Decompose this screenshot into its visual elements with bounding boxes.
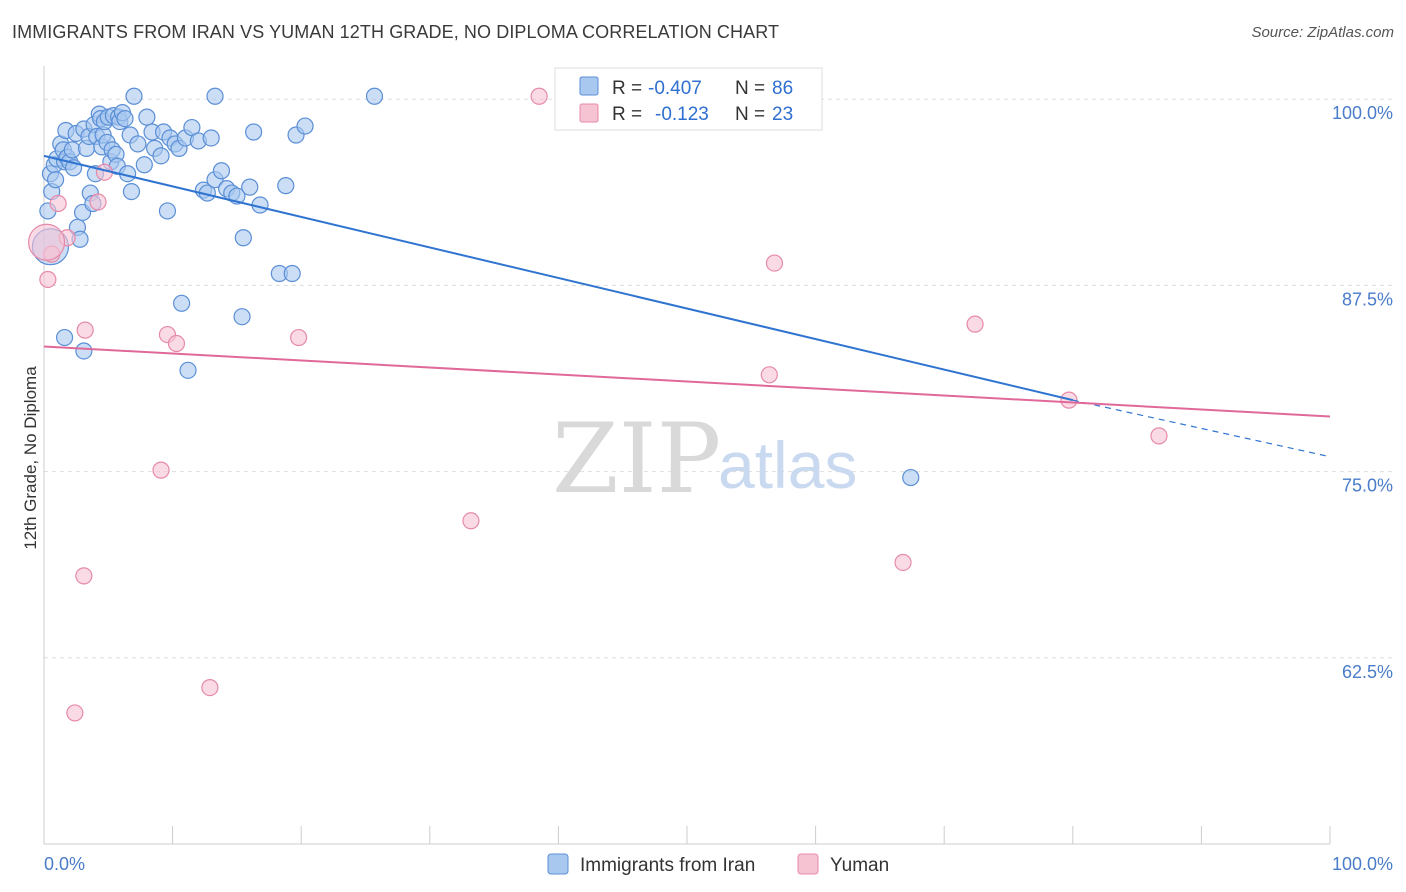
iran-point: [122, 182, 141, 201]
iran-point: [63, 141, 81, 159]
bottom-legend: Immigrants from Iran Yuman: [547, 853, 889, 876]
y-tick-label: 75.0%: [1342, 476, 1393, 496]
yuman-point: [76, 321, 94, 339]
iran-point: [283, 264, 301, 283]
legend-r-value-2: -0.123: [655, 104, 709, 125]
yuman-point: [152, 461, 170, 479]
iran-point: [202, 129, 220, 147]
y-tick-label: 100.0%: [1332, 103, 1393, 123]
bottom-legend-swatch-iran: [547, 853, 569, 875]
iran-point: [75, 342, 93, 360]
y-axis-label: 12th Grade, No Diploma: [21, 366, 40, 550]
iran-point: [116, 110, 134, 128]
yuman-point: [966, 315, 984, 333]
yuman-point: [462, 512, 480, 530]
bottom-legend-label-yuman: Yuman: [830, 855, 889, 876]
iran-point: [158, 202, 177, 220]
iran-point: [365, 87, 384, 105]
watermark: ZIP atlas: [552, 403, 857, 515]
iran-point: [241, 178, 259, 196]
source-label: Source: ZipAtlas.com: [1251, 24, 1394, 41]
iran-point: [902, 468, 920, 487]
bottom-legend-label-iran: Immigrants from Iran: [580, 855, 755, 876]
yuman-point: [530, 87, 548, 105]
yuman-point: [765, 254, 784, 272]
x-tick-label: 0.0%: [44, 854, 85, 874]
yuman-point: [290, 328, 308, 347]
watermark-zip: ZIP: [552, 403, 721, 515]
iran-point: [245, 123, 263, 141]
bottom-legend-swatch-yuman: [797, 853, 819, 875]
legend-r-label-2: R =: [612, 104, 642, 125]
points-layer: [27, 87, 1168, 722]
iran-point: [125, 87, 143, 105]
iran-point: [277, 177, 295, 195]
iran-point: [173, 294, 191, 312]
iran-point: [206, 87, 224, 105]
y-tick-label: 62.5%: [1342, 662, 1393, 682]
legend-r-label-1: R =: [612, 78, 642, 99]
iran-point: [233, 308, 251, 326]
chart-title: IMMIGRANTS FROM IRAN VS YUMAN 12TH GRADE…: [12, 22, 780, 42]
yuman-trend-line: [43, 345, 1331, 418]
legend-swatch-pink: [579, 103, 599, 123]
yuman-point: [201, 678, 219, 697]
legend-n-label-1: N =: [735, 78, 765, 99]
iran-point: [179, 361, 197, 379]
iran-point: [296, 117, 314, 135]
yuman-point: [27, 223, 66, 261]
iran-point: [138, 108, 156, 126]
legend-n-label-2: N =: [735, 104, 765, 125]
yuman-point: [66, 704, 84, 722]
yuman-point: [49, 194, 67, 213]
yuman-point: [89, 193, 107, 211]
x-tick-label: 100.0%: [1332, 854, 1393, 874]
axes-layer: 100.0% 87.5% 75.0% 62.5% 0.0% 100.0%: [43, 66, 1393, 874]
yuman-point: [167, 334, 186, 353]
yuman-point: [39, 270, 57, 289]
iran-point: [55, 328, 74, 347]
iran-point: [152, 147, 170, 165]
yuman-point: [75, 567, 93, 585]
y-tick-label: 87.5%: [1342, 289, 1393, 309]
iran-point: [234, 229, 252, 247]
yuman-point: [894, 553, 912, 572]
watermark-atlas: atlas: [718, 428, 857, 502]
legend-n-value-1: 86: [772, 78, 793, 99]
legend-swatch-blue: [579, 76, 599, 96]
iran-trend-line: [43, 154, 1074, 402]
iran-point: [212, 162, 231, 180]
iran-point: [129, 135, 147, 153]
trend-layer: [43, 154, 1331, 458]
legend: R = -0.407 N = 86 R = -0.123 N = 23: [554, 67, 823, 131]
legend-box: [554, 67, 823, 131]
yuman-point: [1150, 427, 1168, 445]
legend-n-value-2: 23: [772, 104, 793, 125]
yuman-point: [760, 366, 778, 384]
legend-r-value-1: -0.407: [648, 78, 702, 99]
iran-point: [46, 171, 65, 189]
iran-point: [135, 156, 153, 174]
